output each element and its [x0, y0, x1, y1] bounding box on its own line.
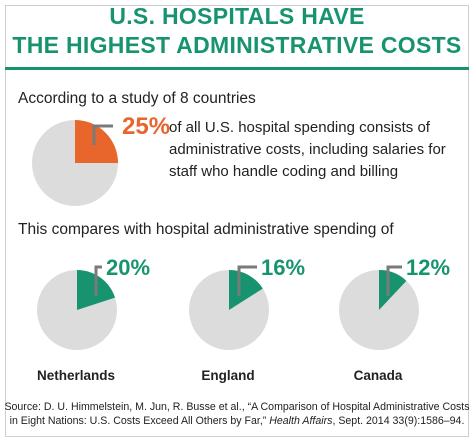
- netherlands-percentage-label: 20%: [106, 255, 151, 280]
- title-line-2: THE HIGHEST ADMINISTRATIVE COSTS: [12, 32, 462, 58]
- pie-england: [189, 265, 269, 350]
- pie-canada: [339, 265, 419, 350]
- england-label: England: [201, 368, 255, 383]
- infographic-frame: [5, 5, 469, 437]
- us-leader-line: [92, 124, 113, 145]
- netherlands-label: Netherlands: [36, 368, 116, 383]
- england-percentage-label: 16%: [261, 255, 306, 280]
- england-pie-slice: [229, 270, 263, 310]
- source-citation: Source: D. U. Himmelstein, M. Jun, R. Bu…: [0, 400, 474, 428]
- source-issue: , Sept. 2014 33(9):1586–94.: [332, 415, 465, 427]
- us-percentage-label: 25%: [122, 113, 171, 140]
- us-description: of all U.S. hospital spending consists o…: [169, 119, 446, 180]
- source-journal: Health Affairs: [269, 415, 333, 427]
- canada-label: Canada: [353, 368, 403, 383]
- study-lead-text: According to a study of 8 countries: [18, 90, 256, 107]
- title-divider: [5, 67, 469, 70]
- canada-leader-line: [386, 265, 402, 296]
- source-text: Source: D. U. Himmelstein, M. Jun, R. Bu…: [4, 401, 470, 427]
- england-leader-line: [237, 265, 257, 296]
- us-pie-slice: [75, 120, 118, 163]
- canada-percentage-label: 12%: [406, 255, 451, 280]
- netherlands-leader-line: [94, 265, 102, 296]
- pie-us: [32, 120, 118, 206]
- pie-netherlands: [37, 265, 117, 350]
- comparison-text: This compares with hospital administrati…: [18, 221, 394, 238]
- title-line-1: U.S. HOSPITALS HAVE: [109, 3, 365, 29]
- infographic-title: U.S. HOSPITALS HAVE THE HIGHEST ADMINIST…: [0, 2, 474, 60]
- canada-pie-slice: [379, 270, 407, 310]
